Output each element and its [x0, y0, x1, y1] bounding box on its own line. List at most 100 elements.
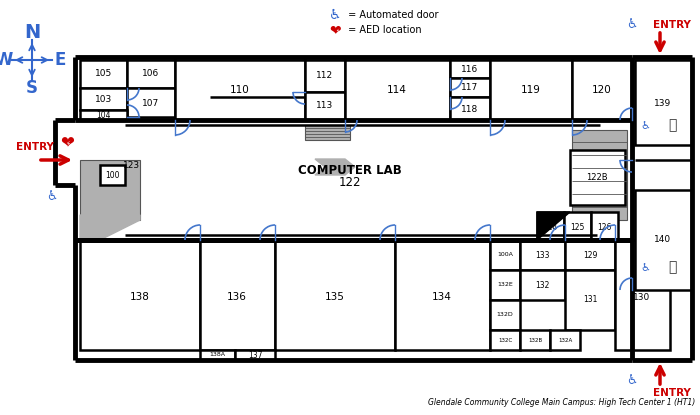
Text: 122: 122: [339, 176, 361, 190]
Text: 132B: 132B: [528, 337, 542, 342]
Text: N: N: [24, 22, 40, 42]
Text: 132A: 132A: [558, 337, 572, 342]
Bar: [80, 60, 127, 88]
Text: 132: 132: [535, 281, 550, 290]
Text: 107: 107: [142, 98, 160, 107]
Text: ♿: ♿: [640, 120, 650, 130]
Text: 125: 125: [570, 222, 584, 232]
Text: 133: 133: [535, 251, 550, 259]
Bar: [490, 270, 520, 300]
Text: ♿: ♿: [46, 190, 57, 203]
Bar: [80, 240, 200, 350]
Bar: [635, 60, 692, 145]
Text: 113: 113: [316, 102, 334, 110]
Text: 114: 114: [387, 85, 407, 95]
Bar: [615, 240, 670, 350]
Text: 132D: 132D: [496, 312, 513, 317]
Text: 135: 135: [325, 292, 345, 302]
Text: 132E: 132E: [497, 283, 513, 288]
Text: 131: 131: [583, 295, 597, 305]
Bar: [520, 270, 565, 300]
Bar: [80, 88, 127, 110]
Bar: [520, 330, 550, 350]
Bar: [520, 240, 565, 270]
Text: = Automated door: = Automated door: [345, 10, 438, 20]
Bar: [305, 92, 345, 120]
Polygon shape: [315, 159, 355, 175]
Text: 120: 120: [592, 85, 612, 95]
Bar: [490, 240, 520, 270]
Text: 137: 137: [248, 351, 262, 359]
Bar: [450, 78, 490, 97]
Text: 132C: 132C: [498, 337, 512, 342]
Bar: [345, 60, 450, 120]
Bar: [175, 60, 305, 120]
Text: 134: 134: [432, 292, 452, 302]
Text: 117: 117: [461, 83, 479, 92]
Bar: [591, 212, 618, 240]
Text: 106: 106: [142, 69, 160, 78]
Bar: [550, 330, 580, 350]
Bar: [565, 270, 615, 330]
Bar: [100, 165, 125, 185]
Text: 124: 124: [542, 222, 557, 232]
Bar: [635, 190, 692, 290]
Bar: [570, 150, 625, 205]
Text: ♿: ♿: [329, 8, 342, 22]
Text: 140: 140: [654, 235, 671, 244]
Bar: [80, 160, 140, 220]
Bar: [572, 130, 627, 220]
Bar: [490, 300, 520, 330]
Text: 138: 138: [130, 292, 150, 302]
Bar: [235, 350, 275, 360]
Text: 🚶: 🚶: [668, 118, 676, 132]
Bar: [305, 60, 345, 92]
Bar: [127, 60, 175, 88]
Polygon shape: [80, 215, 140, 240]
Text: 126: 126: [597, 222, 611, 232]
Text: 100A: 100A: [497, 252, 513, 257]
Bar: [200, 350, 235, 360]
Bar: [305, 125, 350, 140]
Text: COMPUTER LAB: COMPUTER LAB: [298, 164, 402, 176]
Text: W: W: [0, 51, 13, 69]
Text: 103: 103: [95, 95, 112, 103]
Text: ⚡: ⚡: [335, 29, 339, 34]
Text: ENTRY: ENTRY: [653, 20, 691, 30]
Text: S: S: [26, 79, 38, 97]
Text: 118: 118: [461, 105, 479, 113]
Bar: [80, 110, 127, 120]
Bar: [572, 60, 632, 120]
Text: ENTRY: ENTRY: [16, 142, 54, 152]
Bar: [564, 212, 591, 240]
Bar: [395, 240, 490, 350]
Text: ❤: ❤: [329, 23, 341, 37]
Polygon shape: [537, 212, 570, 240]
Text: 129: 129: [583, 251, 597, 259]
Text: 130: 130: [634, 293, 650, 302]
Bar: [450, 60, 490, 78]
Bar: [127, 88, 175, 117]
Text: 105: 105: [95, 69, 112, 78]
Text: ♿: ♿: [626, 374, 638, 386]
Bar: [275, 240, 395, 350]
Text: ENTRY: ENTRY: [653, 388, 691, 398]
Text: = AED location: = AED location: [345, 25, 421, 35]
Text: ❤: ❤: [60, 134, 74, 152]
Text: 136: 136: [227, 292, 247, 302]
Text: Glendale Community College Main Campus: High Tech Center 1 (HT1): Glendale Community College Main Campus: …: [428, 398, 695, 407]
Bar: [200, 240, 275, 350]
Text: 119: 119: [521, 85, 541, 95]
Text: 116: 116: [461, 64, 479, 73]
Text: 123: 123: [123, 161, 141, 169]
Bar: [565, 240, 615, 270]
Bar: [490, 60, 572, 120]
Text: E: E: [55, 51, 66, 69]
Text: ♿: ♿: [626, 19, 638, 32]
Bar: [450, 97, 490, 120]
Text: 138A: 138A: [209, 352, 225, 357]
Text: 104: 104: [97, 110, 111, 120]
Text: 🚶: 🚶: [668, 260, 676, 274]
Text: 112: 112: [316, 71, 334, 81]
Text: 110: 110: [230, 85, 250, 95]
